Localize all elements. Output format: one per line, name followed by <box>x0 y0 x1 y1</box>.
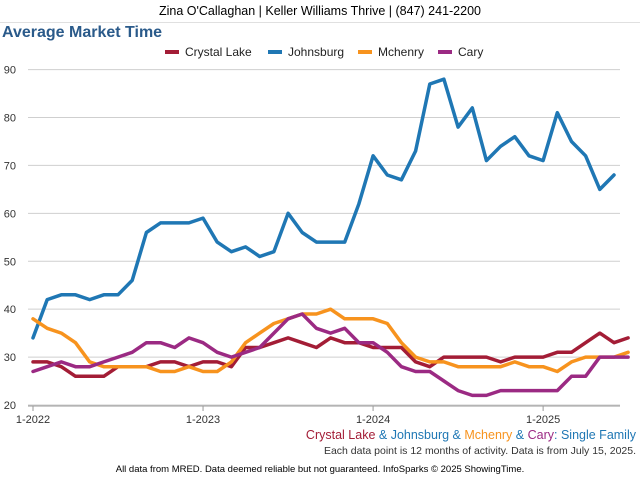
subtitle-part-6: Cary <box>527 428 555 442</box>
y-tick-label: 80 <box>4 113 16 125</box>
x-tick-label: 1-2024 <box>356 414 390 426</box>
subtitle-part-1: & <box>375 428 391 442</box>
y-tick-label: 50 <box>4 256 16 268</box>
y-tick-label: 70 <box>4 160 16 172</box>
y-tick-label: 40 <box>4 304 16 316</box>
legend-label-cary: Cary <box>458 45 483 59</box>
y-tick-label: 60 <box>4 208 16 220</box>
agent-banner: Zina O'Callaghan | Keller Williams Thriv… <box>0 0 640 23</box>
x-tick-label: 1-2023 <box>186 414 220 426</box>
chart-subtitle: Crystal Lake & Johnsburg & Mchenry & Car… <box>306 428 636 442</box>
y-tick-label: 30 <box>4 352 16 364</box>
subtitle-part-2: Johnsburg <box>390 428 450 442</box>
y-tick-label: 90 <box>4 65 16 77</box>
subtitle-part-7: : Single Family <box>554 428 636 442</box>
y-tick-label: 20 <box>4 400 16 412</box>
series-line-johnsburg <box>31 77 616 340</box>
x-tick-label: 1-2025 <box>526 414 560 426</box>
footer-disclaimer: All data from MRED. Data deemed reliable… <box>115 464 525 475</box>
x-tick-label: 1-2022 <box>16 414 50 426</box>
subtitle-part-0: Crystal Lake <box>305 428 376 442</box>
series-line-mchenry <box>31 307 630 374</box>
series-line-cary <box>31 312 630 398</box>
legend-label-johnsburg: Johnsburg <box>288 45 344 59</box>
chart-title: Average Market Time <box>2 24 163 41</box>
legend-label-mchenry: Mchenry <box>378 45 424 59</box>
data-note: Each data point is 12 months of activity… <box>323 445 636 457</box>
subtitle-part-5: & <box>512 428 528 442</box>
subtitle-part-4: Mchenry <box>464 428 513 442</box>
legend-label-crystal-lake: Crystal Lake <box>185 45 252 59</box>
subtitle-part-3: & <box>449 428 465 442</box>
